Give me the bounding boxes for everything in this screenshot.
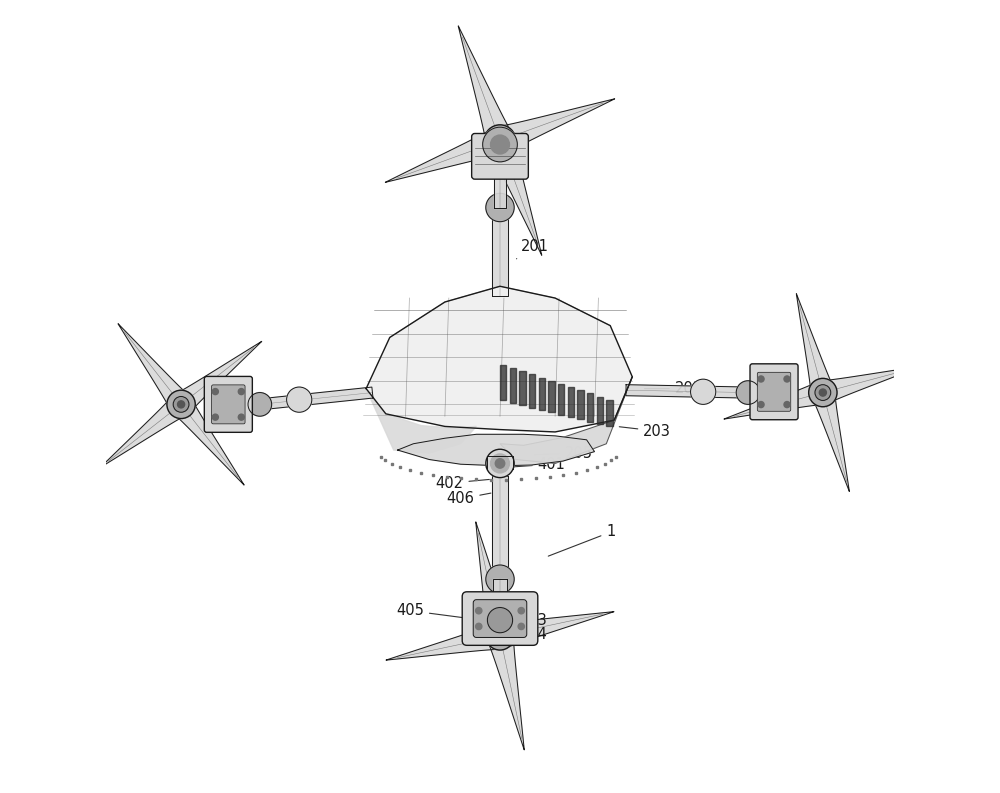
Polygon shape xyxy=(476,522,514,639)
FancyBboxPatch shape xyxy=(212,385,245,424)
Polygon shape xyxy=(568,387,574,417)
Polygon shape xyxy=(366,389,476,453)
FancyBboxPatch shape xyxy=(750,364,798,419)
Circle shape xyxy=(486,622,514,650)
Polygon shape xyxy=(259,387,373,410)
Polygon shape xyxy=(366,286,632,432)
Polygon shape xyxy=(385,127,505,182)
Circle shape xyxy=(758,376,764,382)
Polygon shape xyxy=(386,622,503,660)
Polygon shape xyxy=(486,136,542,255)
Polygon shape xyxy=(626,385,748,398)
Circle shape xyxy=(178,400,185,408)
Circle shape xyxy=(736,381,760,404)
Circle shape xyxy=(486,193,514,222)
Circle shape xyxy=(491,454,509,473)
FancyBboxPatch shape xyxy=(462,592,538,646)
Text: 402: 402 xyxy=(435,476,489,491)
Polygon shape xyxy=(494,167,506,208)
Circle shape xyxy=(815,385,831,400)
Polygon shape xyxy=(597,396,603,424)
Polygon shape xyxy=(558,384,564,415)
Circle shape xyxy=(496,632,504,639)
Polygon shape xyxy=(587,393,593,422)
Polygon shape xyxy=(492,476,508,579)
Polygon shape xyxy=(458,26,514,146)
Circle shape xyxy=(212,414,218,420)
Text: 1: 1 xyxy=(548,524,616,556)
FancyBboxPatch shape xyxy=(472,133,528,179)
Circle shape xyxy=(486,565,514,593)
Polygon shape xyxy=(539,377,545,410)
Circle shape xyxy=(487,607,513,633)
Circle shape xyxy=(518,623,524,630)
Polygon shape xyxy=(492,208,508,296)
Circle shape xyxy=(173,396,189,412)
Polygon shape xyxy=(811,389,849,492)
Polygon shape xyxy=(510,368,516,403)
Circle shape xyxy=(494,615,506,626)
Circle shape xyxy=(498,618,502,623)
Polygon shape xyxy=(577,390,584,419)
Polygon shape xyxy=(500,377,632,463)
Circle shape xyxy=(819,389,826,396)
Circle shape xyxy=(167,390,195,419)
Text: 406: 406 xyxy=(446,492,491,507)
Text: 201: 201 xyxy=(517,239,549,259)
Polygon shape xyxy=(724,381,826,419)
Circle shape xyxy=(784,401,790,408)
Text: 404: 404 xyxy=(509,626,548,642)
Circle shape xyxy=(238,414,244,420)
Polygon shape xyxy=(497,611,614,649)
Circle shape xyxy=(248,393,272,416)
Circle shape xyxy=(691,379,716,404)
FancyBboxPatch shape xyxy=(473,600,527,638)
Circle shape xyxy=(476,623,482,630)
Circle shape xyxy=(486,450,514,477)
Text: 403: 403 xyxy=(509,614,547,628)
FancyBboxPatch shape xyxy=(204,377,252,432)
Circle shape xyxy=(492,628,508,644)
Polygon shape xyxy=(398,435,594,465)
Circle shape xyxy=(238,389,244,395)
Circle shape xyxy=(809,378,837,407)
FancyBboxPatch shape xyxy=(757,372,791,412)
Text: 202: 202 xyxy=(645,381,703,396)
Circle shape xyxy=(491,135,509,154)
Polygon shape xyxy=(796,293,835,396)
Polygon shape xyxy=(500,365,506,400)
Circle shape xyxy=(491,131,509,150)
Polygon shape xyxy=(100,394,189,467)
Circle shape xyxy=(491,611,509,629)
Circle shape xyxy=(496,136,504,145)
Circle shape xyxy=(483,127,517,162)
Circle shape xyxy=(784,376,790,382)
Circle shape xyxy=(212,389,218,395)
Circle shape xyxy=(495,458,505,468)
Polygon shape xyxy=(173,341,262,414)
Text: 203: 203 xyxy=(619,423,671,439)
Circle shape xyxy=(484,125,516,156)
Circle shape xyxy=(758,401,764,408)
Polygon shape xyxy=(171,396,244,485)
Polygon shape xyxy=(548,381,555,412)
Polygon shape xyxy=(495,99,615,155)
Polygon shape xyxy=(493,579,507,601)
Text: 405: 405 xyxy=(396,603,467,619)
Circle shape xyxy=(287,387,312,412)
Polygon shape xyxy=(519,371,526,405)
Text: 205: 205 xyxy=(534,446,593,461)
Polygon shape xyxy=(486,633,524,750)
Polygon shape xyxy=(606,400,613,427)
Circle shape xyxy=(476,607,482,614)
Polygon shape xyxy=(529,374,535,408)
Text: 401: 401 xyxy=(508,457,566,472)
Polygon shape xyxy=(118,324,191,412)
Circle shape xyxy=(518,607,524,614)
Polygon shape xyxy=(820,366,922,404)
